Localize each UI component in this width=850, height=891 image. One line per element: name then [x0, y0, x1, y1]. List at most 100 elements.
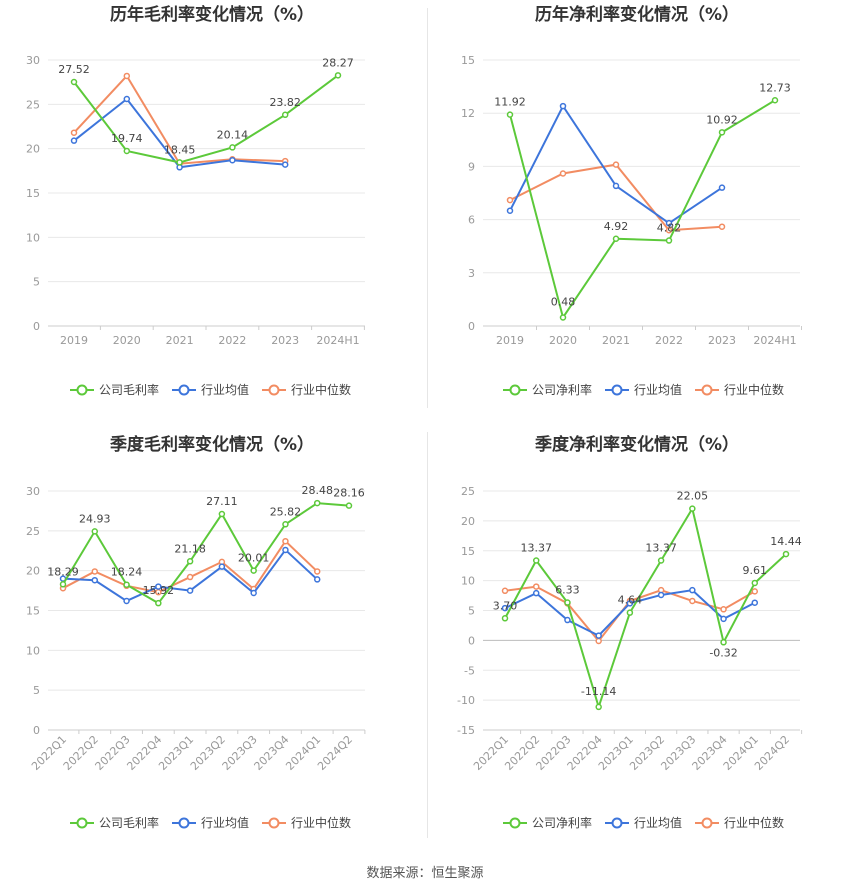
- data-label: 22.05: [677, 490, 709, 503]
- data-label: 15.92: [143, 584, 175, 597]
- legend-marker: [268, 817, 280, 829]
- data-label: 18.29: [47, 565, 79, 578]
- data-label: 14.44: [770, 535, 802, 548]
- data-point: [720, 615, 727, 623]
- legend-marker: [178, 817, 190, 829]
- data-point: [564, 616, 571, 624]
- legend-label: 行业中位数: [724, 815, 784, 830]
- data-point: [282, 521, 289, 528]
- data-point: [123, 597, 130, 605]
- data-point: [626, 600, 634, 607]
- data-point: [532, 583, 540, 590]
- data-point: [559, 170, 567, 177]
- data-point: [595, 632, 602, 639]
- chart-title: 历年净利率变化情况（%）: [535, 4, 739, 25]
- x-tick-label: 2023: [271, 334, 299, 347]
- legend-marker: [509, 384, 521, 396]
- chart-title: 季度毛利率变化情况（%）: [110, 434, 314, 455]
- data-point: [218, 563, 226, 570]
- y-tick-label: 12: [461, 107, 475, 120]
- data-point: [313, 499, 321, 507]
- x-tick-label: 2019: [60, 334, 88, 347]
- chart-title: 季度净利率变化情况（%）: [535, 434, 739, 455]
- x-tick-label: 2022: [218, 334, 246, 347]
- y-tick-label: 15: [461, 545, 475, 558]
- series-line: [509, 99, 776, 320]
- data-point: [689, 505, 696, 512]
- series-line: [73, 74, 339, 164]
- data-point: [70, 137, 78, 144]
- y-tick-label: 25: [461, 485, 475, 498]
- data-point: [559, 102, 567, 110]
- y-tick-label: 0: [468, 320, 475, 333]
- legend-label: 行业均值: [634, 382, 682, 397]
- data-point: [282, 537, 289, 545]
- data-point: [155, 583, 162, 590]
- data-point: [665, 226, 673, 234]
- data-point: [123, 72, 131, 80]
- data-label: 18.24: [111, 566, 143, 579]
- y-tick-label: -15: [457, 724, 475, 737]
- data-label: 12.73: [759, 81, 791, 94]
- y-tick-label: 20: [26, 565, 40, 578]
- data-label: 4.82: [657, 222, 682, 235]
- x-tick-label: 2020: [113, 334, 141, 347]
- data-point: [250, 589, 257, 597]
- data-point: [229, 144, 236, 151]
- y-tick-label: 10: [26, 644, 40, 657]
- y-tick-label: 15: [26, 187, 40, 200]
- divider: [427, 432, 428, 838]
- legend-label: 公司毛利率: [99, 815, 159, 830]
- data-point: [123, 147, 131, 155]
- data-point: [70, 129, 78, 136]
- data-point: [218, 510, 226, 518]
- data-label: 10.92: [706, 113, 738, 126]
- data-point: [612, 235, 620, 243]
- data-point: [506, 111, 514, 118]
- data-point: [123, 95, 131, 103]
- data-point: [782, 550, 790, 558]
- data-point: [532, 589, 540, 597]
- data-label: 20.01: [238, 552, 270, 565]
- quarterly-gross-margin-svg: 季度毛利率变化情况（%）0510152025302022Q12022Q22022…: [26, 434, 366, 830]
- legend-label: 行业均值: [201, 382, 249, 397]
- data-point: [250, 567, 257, 574]
- series-line: [62, 502, 350, 605]
- chart-annual-net-margin: 历年净利率变化情况（%） 0 3 6 9 12 15 2019 2020 2021 2022 2023…: [425, 0, 850, 430]
- data-point: [281, 111, 289, 119]
- legend-marker: [611, 384, 623, 396]
- y-tick-label: 5: [33, 684, 40, 697]
- series-line: [504, 506, 787, 711]
- data-label: 3.70: [493, 599, 518, 612]
- data-label: 4.64: [618, 594, 643, 607]
- data-point: [771, 97, 779, 104]
- data-point: [176, 159, 183, 166]
- legend-marker: [76, 384, 88, 396]
- y-tick-label: 20: [26, 143, 40, 156]
- data-point: [282, 546, 289, 554]
- chart-annual-gross-margin: 历年毛利率变化情况（%） 0 5 10 15 20 25 30 2019 2020 2021 2022…: [0, 0, 425, 430]
- x-tick-label: 2020: [549, 334, 577, 347]
- data-point: [506, 207, 514, 214]
- data-point: [532, 557, 540, 564]
- data-point: [657, 591, 665, 599]
- y-tick-label: 10: [26, 231, 40, 244]
- y-tick-label: 30: [26, 485, 40, 498]
- data-point: [91, 528, 99, 535]
- data-point: [501, 615, 509, 622]
- data-point: [751, 588, 759, 595]
- data-point: [718, 184, 726, 191]
- y-tick-label: 9: [468, 160, 475, 173]
- data-label: 27.11: [206, 495, 238, 508]
- quarterly-net-margin-svg: 季度净利率变化情况（%）-15-10-505101520252022Q12022…: [457, 434, 803, 830]
- data-point: [720, 606, 727, 613]
- x-tick-label: 2021: [602, 334, 630, 347]
- data-label: 20.14: [217, 128, 249, 141]
- data-point: [186, 587, 194, 594]
- y-tick-label: 0: [33, 724, 40, 737]
- data-label: -11.14: [581, 685, 616, 698]
- data-label: 19.74: [111, 132, 143, 145]
- data-label: 18.45: [164, 143, 196, 156]
- x-tick-label: 2022: [655, 334, 683, 347]
- data-point: [123, 581, 130, 588]
